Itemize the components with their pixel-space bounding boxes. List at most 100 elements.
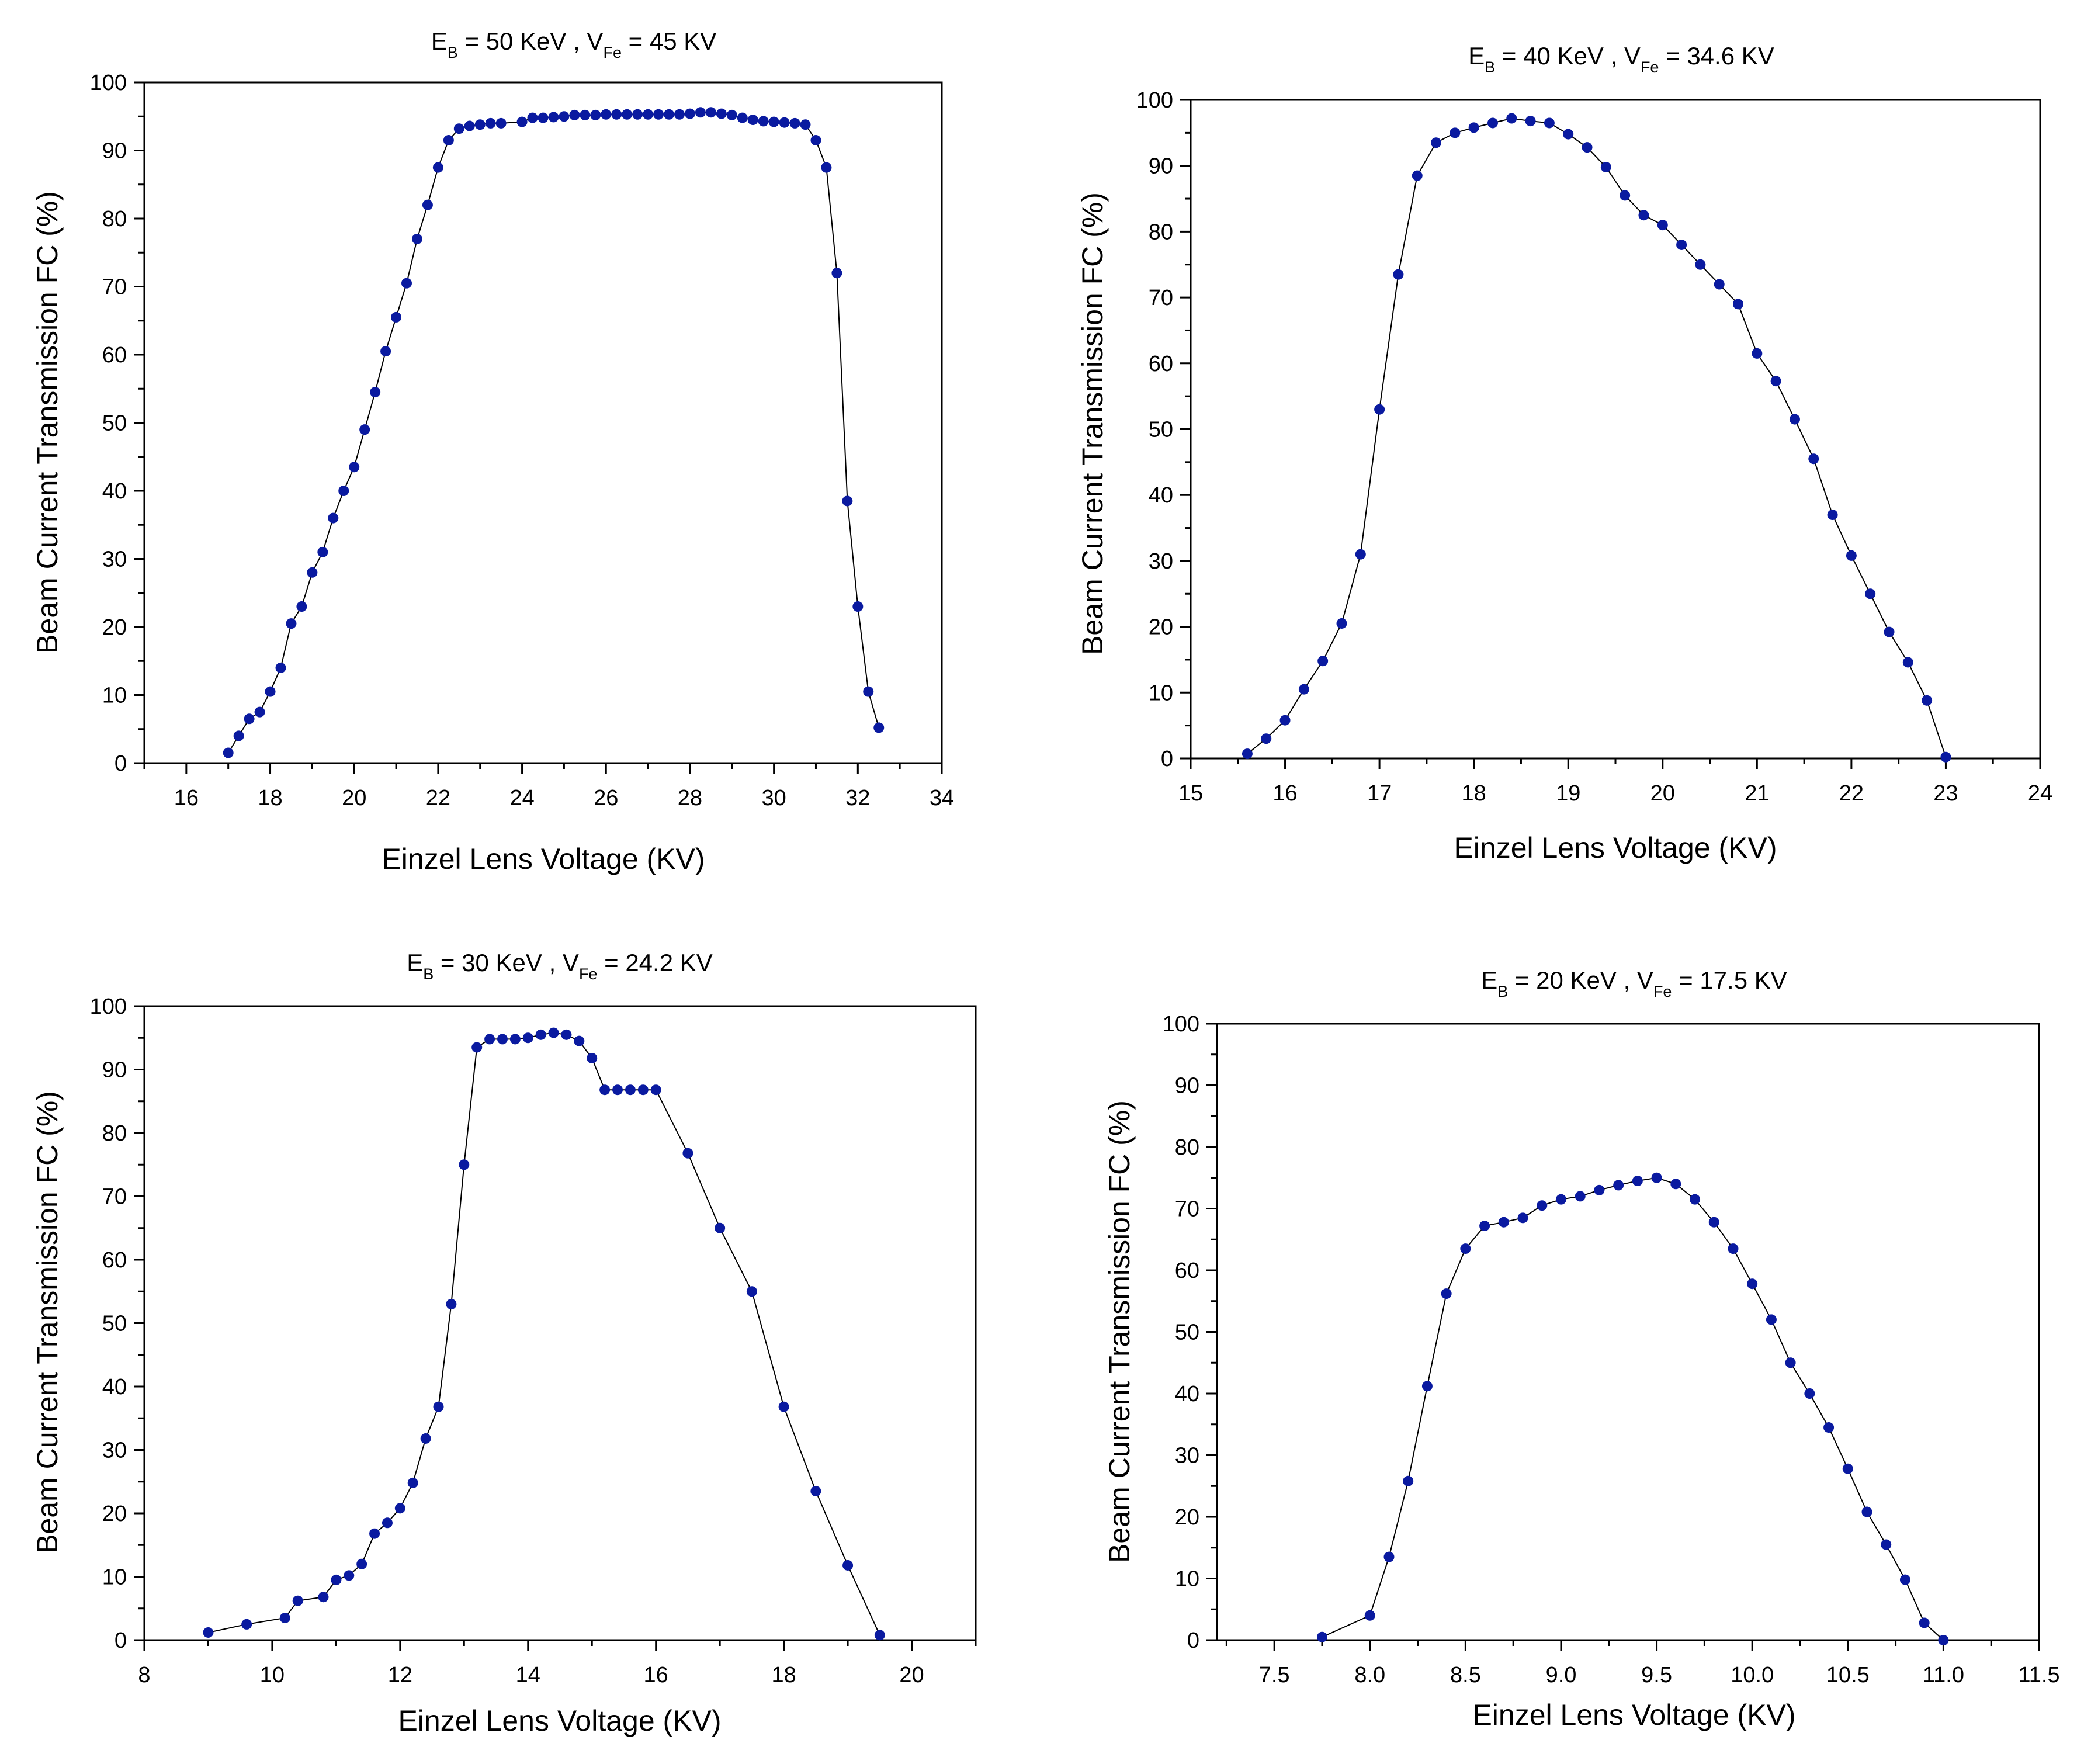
y-tick-label: 70 — [102, 275, 127, 300]
data-point — [1517, 1212, 1528, 1224]
data-point — [789, 117, 800, 129]
data-point — [1498, 1217, 1509, 1228]
data-point — [241, 1619, 252, 1630]
data-point — [1537, 1200, 1548, 1211]
chart-title: EB = 20 KeV , VFe = 17.5 KV — [1481, 966, 1787, 1000]
x-tick-label: 28 — [678, 786, 702, 810]
data-point — [446, 1298, 457, 1309]
y-tick-label: 70 — [1149, 286, 1173, 310]
data-point — [682, 1148, 693, 1159]
x-tick-label: 20 — [342, 786, 366, 810]
data-point — [223, 747, 234, 758]
data-point — [1316, 1631, 1327, 1642]
y-tick-label: 10 — [1175, 1567, 1199, 1592]
data-point — [497, 1034, 508, 1045]
data-point — [674, 109, 685, 120]
data-point — [349, 462, 360, 473]
data-point — [331, 1574, 342, 1585]
data-point — [559, 111, 570, 122]
data-point — [1317, 656, 1329, 667]
data-point — [1613, 1180, 1624, 1191]
data-point — [810, 1486, 821, 1497]
y-tick-label: 90 — [1175, 1074, 1199, 1098]
data-point — [420, 1433, 431, 1444]
series-line — [1322, 1177, 1944, 1641]
data-point — [561, 1029, 572, 1040]
data-point — [527, 112, 538, 123]
y-tick-label: 80 — [102, 207, 127, 231]
data-point — [244, 713, 255, 725]
data-point — [1657, 220, 1668, 231]
data-point — [705, 107, 716, 118]
data-point — [286, 618, 297, 629]
x-tick-label: 34 — [930, 786, 954, 810]
y-tick-label: 40 — [1149, 483, 1173, 508]
data-point — [1846, 550, 1857, 561]
data-point — [401, 278, 412, 289]
series-line — [1247, 117, 1947, 758]
data-point — [548, 1027, 559, 1038]
data-point — [516, 116, 528, 127]
chart-title: EB = 40 KeV , VFe = 34.6 KV — [1468, 42, 1774, 76]
data-point — [650, 1084, 661, 1096]
data-point — [344, 1570, 355, 1581]
chart-panel-3: 8 10 12 14 16 18 20 0 10 20 30 40 50 60 70 80 90 100 Einze… — [31, 949, 977, 1737]
data-point — [1582, 142, 1593, 153]
data-point — [1468, 122, 1479, 133]
data-point — [1575, 1191, 1586, 1202]
x-tick-label: 20 — [899, 1663, 924, 1687]
data-point — [800, 119, 811, 130]
data-point — [474, 119, 486, 130]
data-point — [382, 1517, 393, 1529]
data-point — [778, 1401, 789, 1412]
x-tick-label: 15 — [1178, 781, 1203, 806]
data-point — [1555, 1194, 1566, 1205]
data-point — [1902, 657, 1913, 668]
y-tick-label: 80 — [1175, 1135, 1199, 1160]
data-point — [279, 1613, 290, 1624]
y-tick-label: 60 — [1149, 352, 1173, 376]
chart-title-mid: = 40 KeV , V — [1495, 42, 1641, 70]
data-point — [1733, 299, 1744, 310]
plot-frame — [143, 81, 943, 764]
data-point — [580, 109, 591, 120]
chart-title: EB = 30 KeV , VFe = 24.2 KV — [407, 949, 713, 983]
plot-frame — [143, 1005, 977, 1641]
data-point — [643, 109, 654, 120]
y-tick-label: 60 — [1175, 1259, 1199, 1283]
x-axis-label: Einzel Lens Voltage (KV) — [1472, 1699, 1795, 1731]
data-point — [380, 346, 391, 357]
chart-title: EB = 50 KeV , VFe = 45 KV — [431, 27, 717, 61]
data-point — [422, 199, 433, 210]
data-point — [1355, 549, 1366, 560]
y-tick-label: 80 — [102, 1121, 127, 1146]
x-tick-label: 11.0 — [1923, 1663, 1964, 1687]
x-tick-label: 24 — [2028, 781, 2052, 806]
data-point — [464, 120, 475, 131]
data-point — [1374, 404, 1385, 415]
y-tick-label: 50 — [1175, 1321, 1199, 1345]
y-tick-label: 20 — [102, 1502, 127, 1526]
x-tick-label: 23 — [1933, 781, 1958, 806]
x-tick-label: 30 — [761, 786, 786, 810]
data-point — [233, 730, 244, 741]
data-point — [1752, 348, 1763, 359]
data-point — [522, 1032, 533, 1044]
data-point — [356, 1558, 367, 1569]
chart-title-sub2: Fe — [1653, 983, 1672, 1000]
data-point — [1804, 1388, 1815, 1399]
data-point — [548, 112, 559, 123]
data-point — [1881, 1539, 1892, 1550]
data-point — [391, 311, 402, 323]
chart-title-sub1: B — [1485, 58, 1495, 76]
x-tick-label: 8.0 — [1354, 1663, 1385, 1687]
data-point — [328, 512, 339, 524]
y-tick-label: 0 — [115, 1628, 127, 1653]
data-point — [726, 109, 737, 120]
data-point — [338, 486, 349, 496]
data-point — [432, 162, 443, 173]
chart-title-sub2: Fe — [579, 965, 598, 983]
data-point — [292, 1595, 303, 1606]
data-point — [538, 112, 549, 123]
chart-title-mid: = 30 KeV , V — [434, 949, 579, 976]
